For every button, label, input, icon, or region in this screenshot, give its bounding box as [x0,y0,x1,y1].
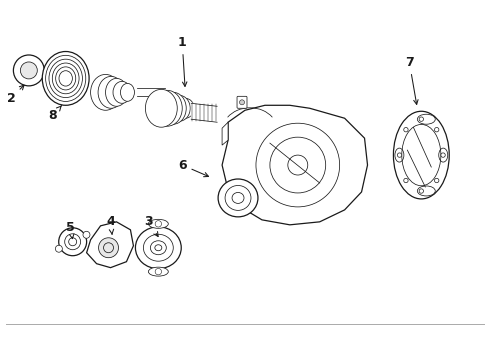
Circle shape [21,62,37,79]
Circle shape [240,100,245,105]
Ellipse shape [98,76,124,108]
Ellipse shape [105,78,127,106]
Circle shape [441,153,445,157]
Ellipse shape [176,98,194,118]
Ellipse shape [135,227,181,269]
Text: 4: 4 [106,215,115,234]
Text: 3: 3 [144,215,158,237]
Polygon shape [87,222,133,268]
Ellipse shape [417,114,435,124]
Circle shape [59,228,87,256]
Ellipse shape [395,148,404,162]
Polygon shape [222,105,368,225]
Text: 2: 2 [6,85,24,105]
Ellipse shape [121,84,134,101]
Ellipse shape [152,90,182,126]
Ellipse shape [146,89,177,127]
Text: 8: 8 [49,105,62,122]
Circle shape [98,238,119,258]
Circle shape [419,189,423,193]
Ellipse shape [91,75,121,110]
Circle shape [55,245,62,252]
Circle shape [397,153,402,157]
Ellipse shape [113,81,131,103]
Circle shape [404,127,408,132]
Ellipse shape [148,267,168,276]
Circle shape [435,178,439,183]
Circle shape [83,231,90,238]
Circle shape [419,117,423,121]
Ellipse shape [160,92,186,124]
Ellipse shape [417,186,435,196]
Circle shape [435,127,439,132]
Circle shape [404,178,408,183]
Polygon shape [222,122,228,145]
Text: 6: 6 [178,158,209,177]
Ellipse shape [218,179,258,217]
FancyBboxPatch shape [237,96,247,108]
Text: 5: 5 [66,221,75,239]
Ellipse shape [42,51,89,105]
Ellipse shape [439,148,448,162]
Ellipse shape [148,219,168,228]
Ellipse shape [393,111,449,199]
Text: 1: 1 [178,36,187,86]
Ellipse shape [168,95,190,121]
Text: 7: 7 [405,56,418,104]
Circle shape [13,55,44,86]
